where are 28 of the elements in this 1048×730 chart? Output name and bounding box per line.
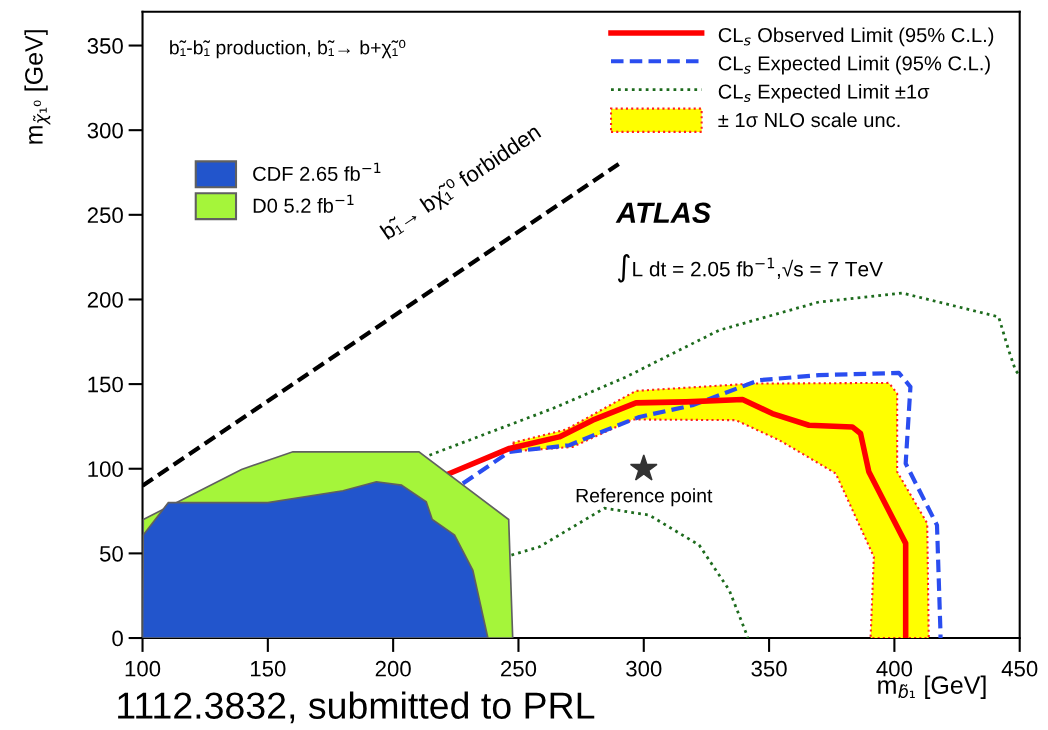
legend-label: ± 1σ NLO scale unc. <box>718 112 900 128</box>
x-tick-label: 300 <box>626 660 662 677</box>
legend-label: CL$_{s}$ Expected Limit ±1σ <box>718 83 930 103</box>
legend-label: CL$_{s}$ Observed Limit (95% C.L.) <box>718 27 994 47</box>
y-tick-label: 250 <box>87 207 123 224</box>
annotation: ATLAS <box>615 202 711 224</box>
annotation: b̃₁-b̃₁ production, b̃₁→ b+χ̃₁⁰ <box>170 39 406 59</box>
x-tick-label: 400 <box>876 660 913 677</box>
y-tick-label: 100 <box>88 461 123 478</box>
y-tick-label: 150 <box>88 376 123 393</box>
legend-label: D0 5.2 fb$^{−1}$ <box>253 194 354 213</box>
x-tick-label: 250 <box>501 660 537 677</box>
y-tick-label: 50 <box>99 545 123 562</box>
annotation: Reference point <box>576 488 713 507</box>
y-tick-label: 300 <box>87 122 123 139</box>
y-axis-title: m$_{χ̃₁⁰}$ [GeV] <box>24 30 51 144</box>
x-tick-label: 350 <box>751 660 787 677</box>
y-tick-label: 200 <box>87 291 123 308</box>
annotation: ∫L dt = 2.05 fb$^{−1}$,√s = 7 TeV <box>617 254 883 283</box>
legend-label: CDF 2.65 fb$^{−1}$ <box>253 162 381 181</box>
y-tick-label: 0 <box>112 630 123 647</box>
text: 1112.3832, submitted to PRL <box>118 691 595 724</box>
x-tick-label: 100 <box>125 660 161 677</box>
x-tick-label: 450 <box>1001 660 1038 677</box>
x-tick-label: 150 <box>251 660 286 677</box>
legend-label: CL$_{s}$ Expected Limit (95% C.L.) <box>718 55 990 75</box>
x-tick-label: 200 <box>375 660 411 677</box>
y-tick-label: 350 <box>87 38 123 54</box>
